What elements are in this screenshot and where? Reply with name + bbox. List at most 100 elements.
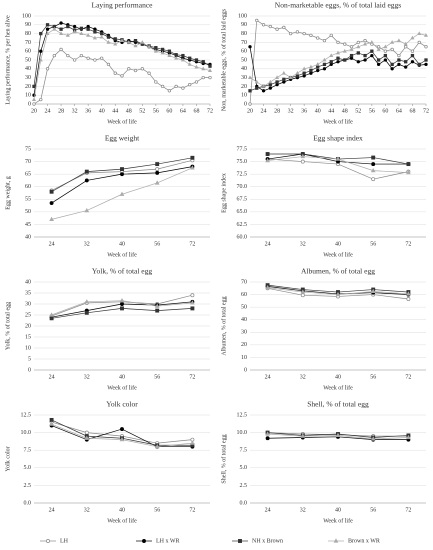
legend-marker [142,539,146,543]
marker [72,58,77,62]
x-tick-label: 56 [154,507,160,513]
marker [155,162,160,167]
x-tick-label: 20 [247,108,253,114]
marker [38,57,43,62]
marker [275,75,280,79]
marker [390,40,395,44]
y-tick-label: 2.5 [24,483,32,489]
marker [282,77,286,82]
marker [404,60,408,64]
y-tick-label: 10 [241,93,247,99]
y-tick-label: 65 [25,172,31,178]
x-tick-label: 20 [31,108,37,114]
marker [282,25,286,30]
y-tick-label: 90 [241,22,247,28]
y-tick-label: 2.5 [240,483,248,489]
marker [167,53,172,57]
x-tick-label: 44 [112,108,118,114]
chart-title: Egg weight [105,134,140,143]
marker [255,18,259,23]
marker [309,68,313,73]
marker [308,64,313,69]
marker [59,27,63,31]
marker [155,170,160,175]
chart-title: Yolk color [106,400,138,409]
y-tick-label: 20 [241,84,247,90]
marker [363,53,367,58]
marker [119,191,125,196]
marker [406,291,411,296]
marker [268,79,273,84]
x-tick-label: 32 [300,507,306,513]
marker [404,65,408,69]
marker [99,34,104,39]
marker [180,57,185,62]
marker [154,80,158,84]
marker [349,56,354,60]
y-tick-label: 10 [241,355,247,361]
marker [275,27,279,31]
marker [86,33,91,37]
marker [92,35,97,40]
chart-title: Egg shape index [313,134,363,143]
x-tick-label: 60 [382,108,388,114]
marker [113,37,117,41]
marker [300,159,305,164]
x-tick-label: 28 [274,108,280,114]
marker [329,62,333,67]
x-tick-label: 40 [119,374,125,380]
marker [417,40,421,45]
marker [397,62,401,67]
marker [120,302,124,306]
marker [404,45,408,49]
y-tick-label: 40 [241,317,247,323]
y-tick-label: 50 [241,305,247,311]
marker [329,33,333,38]
marker [371,155,376,160]
marker [424,58,428,62]
marker [265,436,270,441]
marker [295,70,300,75]
x-tick-label: 24 [49,374,55,380]
marker [268,82,272,87]
marker [288,75,293,79]
marker [113,71,117,75]
marker [52,26,57,31]
y-tick-label: 40 [25,234,31,240]
x-tick-label: 32 [84,374,90,380]
marker [86,56,90,60]
marker [261,84,266,88]
x-tick-label: 24 [265,374,271,380]
marker [100,56,104,60]
y-axis-label: Albumen, % of total egg [220,296,227,355]
x-tick-label: 72 [189,507,195,513]
x-axis-label: Week of life [323,384,353,391]
marker [188,82,192,87]
marker [39,97,43,102]
x-tick-label: 72 [189,374,195,380]
y-tick-label: 20 [25,323,31,329]
marker [59,31,64,35]
x-tick-label: 56 [154,241,160,247]
marker [371,177,376,182]
marker [300,153,306,159]
marker [302,31,306,36]
marker [49,421,54,426]
marker [194,64,199,69]
x-tick-label: 68 [193,108,199,114]
x-tick-label: 32 [300,374,306,380]
marker [79,53,84,58]
y-axis-label: Shell, % of total egg [220,434,227,483]
x-tick-label: 36 [301,108,307,114]
y-tick-label: 0 [244,101,247,107]
y-tick-label: 62.5 [237,222,248,228]
marker [302,74,306,78]
marker [295,74,300,78]
marker [265,157,270,163]
x-tick-label: 40 [315,108,321,114]
marker [154,46,158,50]
x-axis-label: Week of life [107,118,137,125]
marker [84,178,89,183]
y-tick-label: 10.0 [237,430,248,436]
marker [127,67,131,71]
